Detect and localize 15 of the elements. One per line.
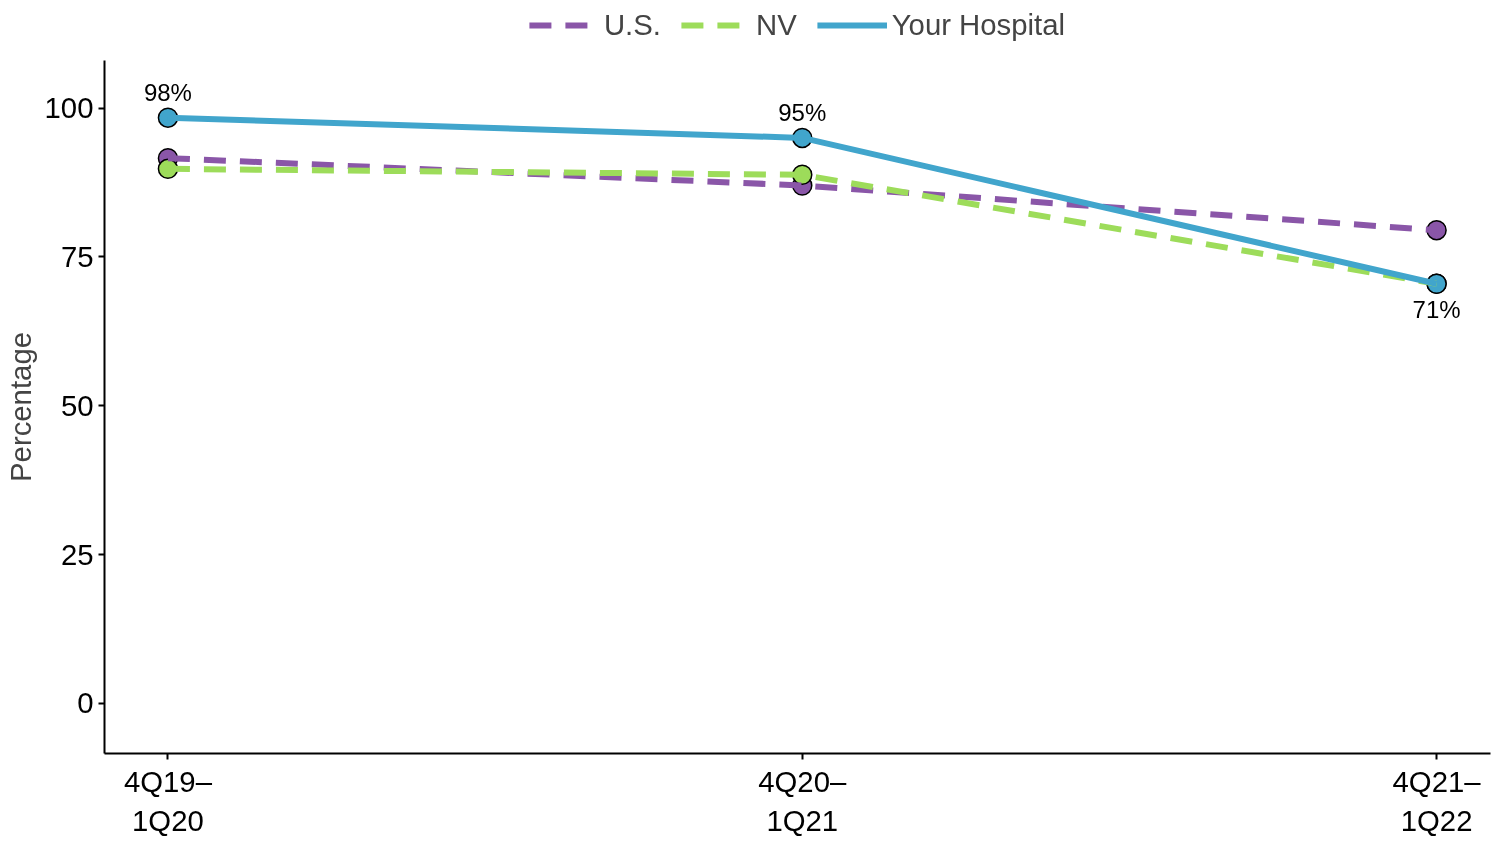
y-tick-label: 25 (60, 537, 94, 571)
x-tick-label: 4Q19– 1Q20 (123, 764, 213, 838)
y-tick-label: 0 (77, 686, 94, 720)
legend-label: NV (755, 8, 797, 42)
y-tick-label: 75 (60, 239, 94, 273)
data-label: 71% (1412, 295, 1461, 323)
data-label: 98% (143, 78, 192, 106)
y-tick-label: 100 (44, 91, 94, 125)
x-tick-label: 4Q21– 1Q22 (1392, 764, 1482, 838)
data-label: 95% (778, 98, 827, 126)
x-tick-label: 4Q20– 1Q21 (758, 764, 847, 838)
y-axis-title: Percentage (3, 331, 37, 482)
legend-label: Your Hospital (891, 8, 1066, 42)
legend-label: U.S. (603, 8, 661, 42)
y-tick-label: 50 (60, 388, 94, 422)
